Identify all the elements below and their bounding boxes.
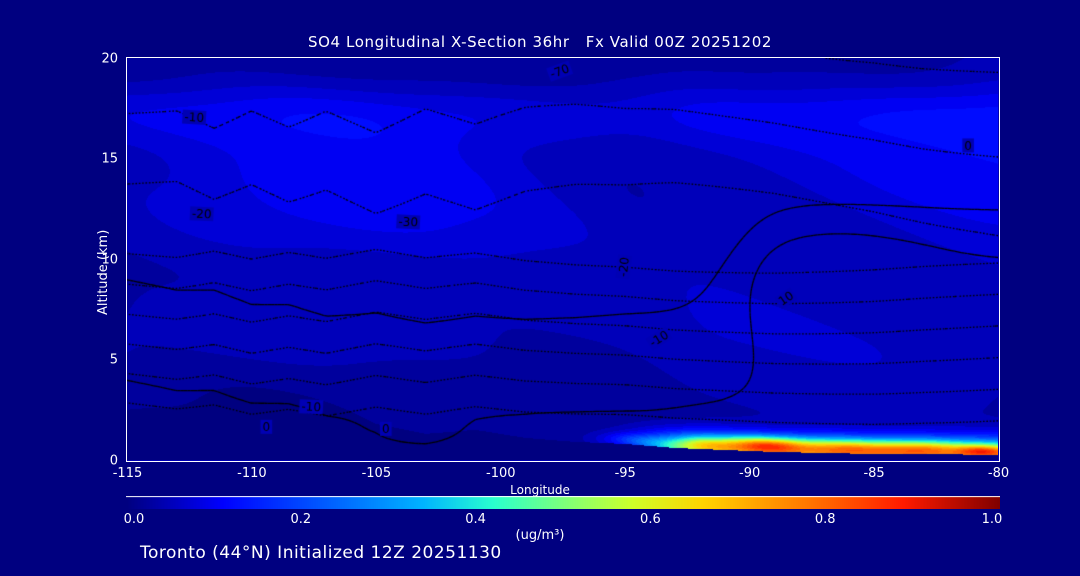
x-tick--90: -90 <box>739 466 761 481</box>
colorbar-tick-1.0: 1.0 <box>981 512 1003 527</box>
colorbar[interactable] <box>126 496 1000 509</box>
colorbar-tick-0.0: 0.0 <box>123 512 145 527</box>
y-axis-label: Altitude (km) <box>96 229 111 315</box>
colorbar-tick-0.6: 0.6 <box>640 512 661 527</box>
x-tick--105: -105 <box>361 466 392 481</box>
x-tick--95: -95 <box>614 466 636 481</box>
x-tick--110: -110 <box>237 466 267 481</box>
figure-caption: Toronto (44°N) Initialized 12Z 20251130 <box>140 543 502 563</box>
y-tick-15: 15 <box>101 151 118 167</box>
y-tick-10: 10 <box>101 252 118 267</box>
colorbar-tick-0.4: 0.4 <box>465 512 486 527</box>
plot-area[interactable] <box>126 57 1000 462</box>
colorbar-unit-label: (ug/m³) <box>515 528 565 543</box>
page-title: SO4 Longitudinal X-Section 36hr Fx Valid… <box>308 33 772 51</box>
y-tick-0: 0 <box>109 453 118 468</box>
y-tick-5: 5 <box>109 352 118 368</box>
x-tick--85: -85 <box>863 466 885 481</box>
x-axis-label: Longitude <box>510 483 570 497</box>
x-tick--115: -115 <box>112 466 143 481</box>
colorbar-tick-0.8: 0.8 <box>814 512 836 527</box>
colorbar-tick-0.2: 0.2 <box>290 512 312 527</box>
so4-heatmap-canvas <box>127 58 998 460</box>
x-tick--80: -80 <box>987 466 1010 481</box>
y-tick-20: 20 <box>101 51 118 66</box>
colorbar-gradient <box>126 496 1000 509</box>
x-tick--100: -100 <box>486 466 516 481</box>
